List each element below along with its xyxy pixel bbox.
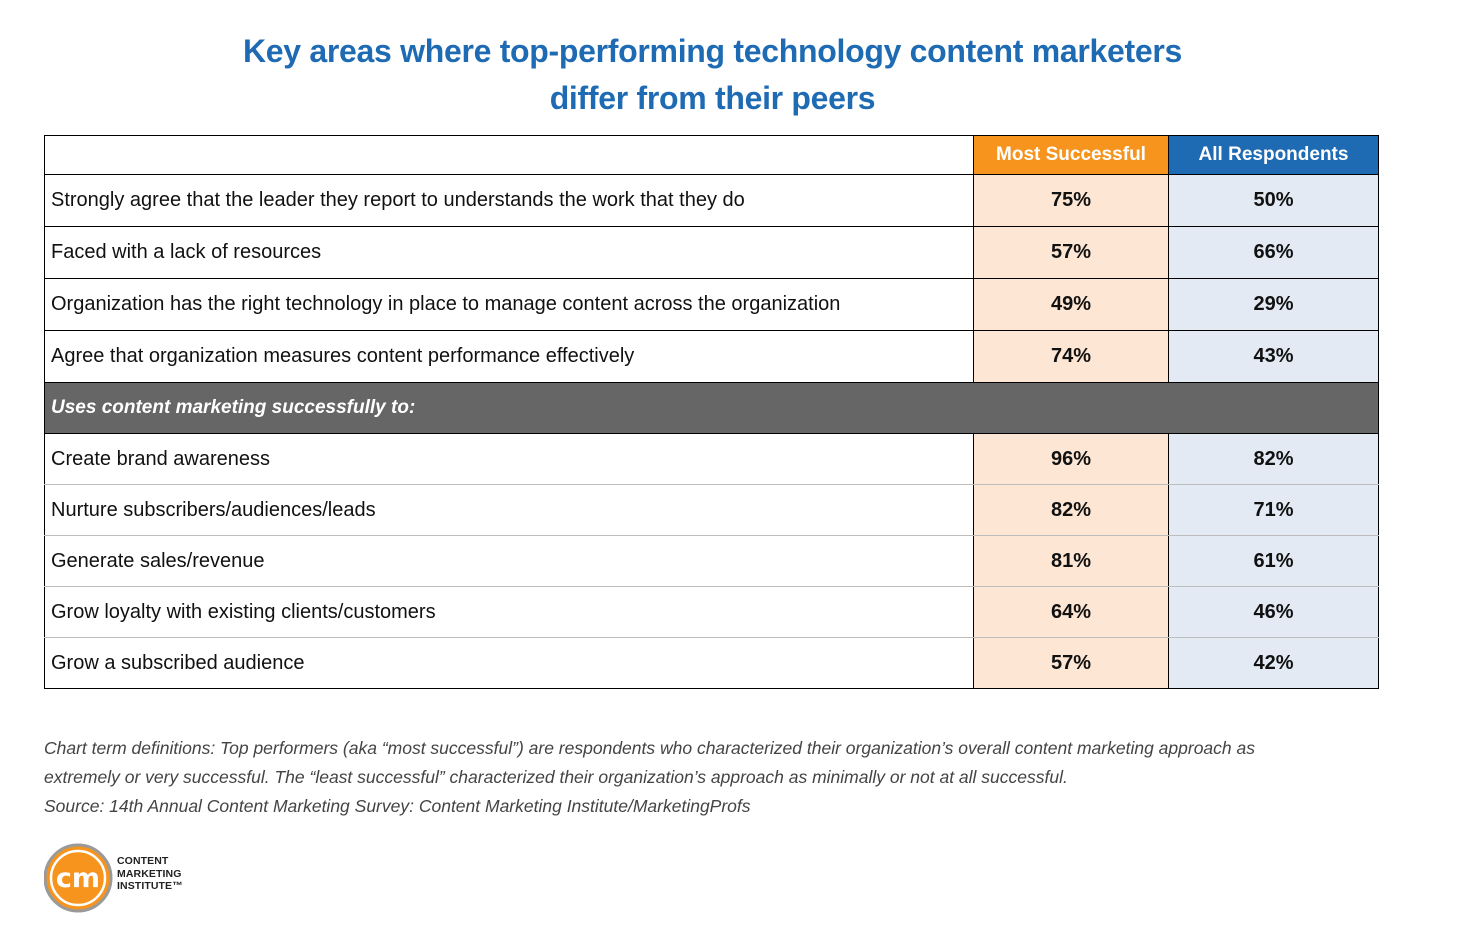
most-successful-value: 57%: [973, 637, 1169, 689]
row-label: Strongly agree that the leader they repo…: [44, 174, 974, 227]
table-row: Grow loyalty with existing clients/custo…: [44, 586, 1379, 638]
most-successful-value: 74%: [973, 330, 1169, 383]
cmi-logo: cm CONTENT MARKETING INSTITUTE™: [44, 843, 244, 913]
row-label: Grow a subscribed audience: [44, 637, 974, 689]
table-row: Generate sales/revenue 81% 61%: [44, 535, 1379, 587]
chart-title-line-1: Key areas where top-performing technolog…: [243, 33, 1182, 69]
table-row: Organization has the right technology in…: [44, 278, 1379, 331]
table-row: Strongly agree that the leader they repo…: [44, 174, 1379, 227]
section-header-row: Uses content marketing successfully to:: [44, 382, 1379, 434]
most-successful-value: 57%: [973, 226, 1169, 279]
row-label: Create brand awareness: [44, 433, 974, 485]
row-label: Grow loyalty with existing clients/custo…: [44, 586, 974, 638]
all-respondents-value: 66%: [1168, 226, 1379, 279]
all-respondents-value: 50%: [1168, 174, 1379, 227]
definition-note-line-2: extremely or very successful. The “least…: [44, 767, 1068, 787]
row-label: Agree that organization measures content…: [44, 330, 974, 383]
logo-line-3: INSTITUTE™: [117, 880, 183, 892]
table-row: Faced with a lack of resources 57% 66%: [44, 226, 1379, 279]
table-row: Grow a subscribed audience 57% 42%: [44, 637, 1379, 689]
chart-title-line-2: differ from their peers: [549, 80, 876, 116]
most-successful-value: 81%: [973, 535, 1169, 587]
row-label: Generate sales/revenue: [44, 535, 974, 587]
logo-line-2: MARKETING: [117, 867, 182, 880]
all-respondents-value: 43%: [1168, 330, 1379, 383]
all-respondents-value: 42%: [1168, 637, 1379, 689]
chart-title: Key areas where top-performing technolog…: [0, 28, 1425, 122]
results-table: Most Successful All Respondents Strongly…: [44, 135, 1379, 689]
source-note: Source: 14th Annual Content Marketing Su…: [44, 796, 751, 816]
header-all-respondents: All Respondents: [1168, 135, 1379, 175]
most-successful-value: 64%: [973, 586, 1169, 638]
all-respondents-value: 61%: [1168, 535, 1379, 587]
table-row: Nurture subscribers/audiences/leads 82% …: [44, 484, 1379, 536]
row-label: Faced with a lack of resources: [44, 226, 974, 279]
definition-note-line-1: Chart term definitions: Top performers (…: [44, 738, 1255, 758]
all-respondents-value: 46%: [1168, 586, 1379, 638]
all-respondents-value: 71%: [1168, 484, 1379, 536]
logo-wordmark: CONTENT MARKETING INSTITUTE™: [117, 855, 183, 893]
most-successful-value: 75%: [973, 174, 1169, 227]
row-label: Organization has the right technology in…: [44, 278, 974, 331]
most-successful-value: 82%: [973, 484, 1169, 536]
logo-line-1: CONTENT: [117, 855, 169, 867]
all-respondents-value: 82%: [1168, 433, 1379, 485]
header-blank-cell: [44, 135, 974, 175]
header-most-successful: Most Successful: [973, 135, 1169, 175]
cm-monogram-icon: cm: [44, 843, 113, 913]
all-respondents-value: 29%: [1168, 278, 1379, 331]
row-label: Nurture subscribers/audiences/leads: [44, 484, 974, 536]
cm-monogram-text: cm: [56, 863, 100, 894]
section-label: Uses content marketing successfully to:: [44, 382, 1379, 434]
most-successful-value: 49%: [973, 278, 1169, 331]
table-row: Agree that organization measures content…: [44, 330, 1379, 383]
most-successful-value: 96%: [973, 433, 1169, 485]
table-header-row: Most Successful All Respondents: [44, 135, 1379, 175]
table-row: Create brand awareness 96% 82%: [44, 433, 1379, 485]
chart-notes: Chart term definitions: Top performers (…: [44, 734, 1424, 821]
